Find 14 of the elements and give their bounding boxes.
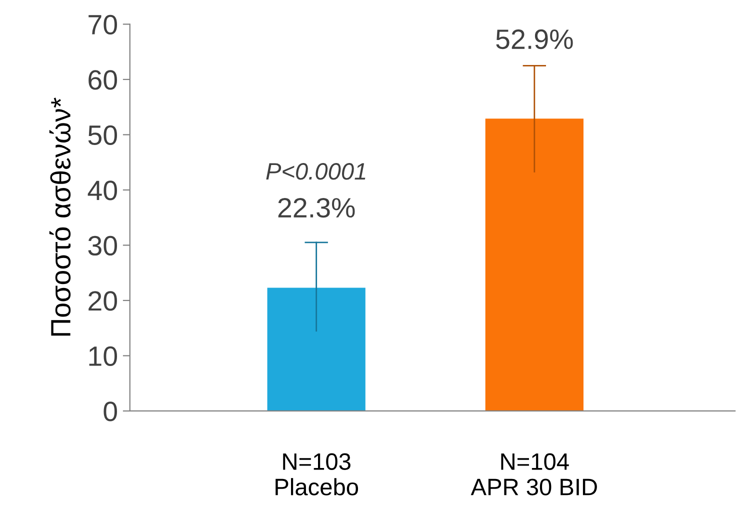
data-label: 22.3% xyxy=(278,198,355,218)
y-tick-label: 60 xyxy=(88,70,117,90)
y-tick-label: 10 xyxy=(89,346,117,366)
y-tick-label: 70 xyxy=(88,14,117,35)
data-label: 52.9% xyxy=(496,29,573,50)
y-tick-label: 20 xyxy=(88,291,117,311)
y-tick-label: 30 xyxy=(88,236,117,256)
x-tick-label: N=103 Placebo xyxy=(276,453,358,496)
y-tick-label: 0 xyxy=(104,402,117,422)
y-axis-title: Ποσοστό ασθενών* xyxy=(49,98,71,336)
y-tick-label: 50 xyxy=(88,125,117,146)
y-tick-label: 40 xyxy=(88,180,117,200)
annotation: P<0.0001 xyxy=(266,163,366,180)
x-tick-label: N=104 APR 30 BID xyxy=(470,453,597,496)
